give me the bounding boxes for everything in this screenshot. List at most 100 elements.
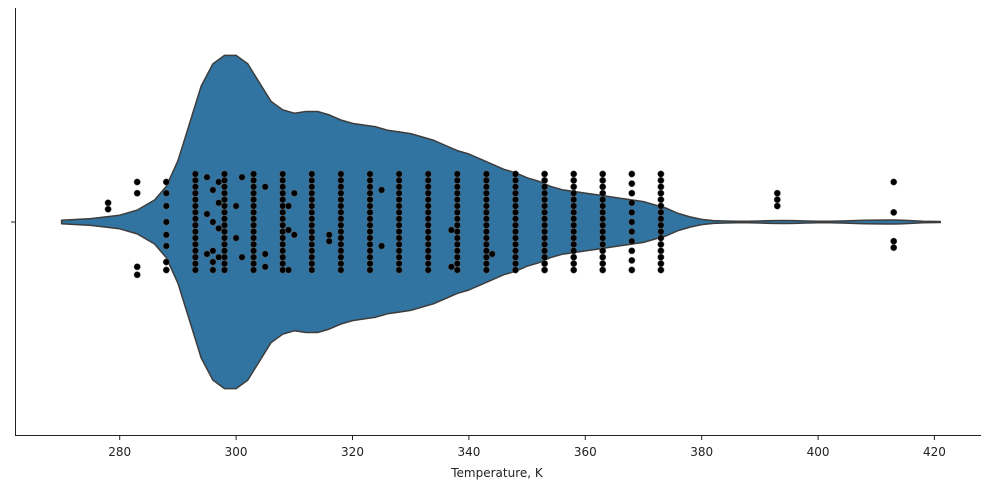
data-point (657, 189, 665, 197)
data-point (308, 221, 316, 229)
data-point (250, 176, 258, 184)
data-point (366, 202, 374, 210)
data-point (308, 253, 316, 261)
data-point (482, 183, 490, 191)
data-point (482, 170, 490, 178)
data-point (250, 266, 258, 274)
data-point (570, 189, 578, 197)
data-point (221, 240, 228, 248)
data-point (261, 250, 269, 258)
x-axis-label: Temperature, K (450, 466, 544, 480)
data-point (424, 215, 432, 223)
data-points (104, 170, 898, 279)
data-point (279, 247, 287, 255)
data-point (599, 221, 607, 229)
data-point (541, 247, 549, 255)
data-point (512, 176, 519, 184)
data-point (482, 202, 490, 210)
data-point (308, 189, 316, 197)
data-point (191, 260, 199, 268)
data-point (308, 183, 316, 191)
data-point (215, 199, 223, 207)
data-point (366, 247, 374, 255)
data-point (337, 234, 345, 242)
data-point (512, 189, 519, 197)
data-point (162, 178, 170, 186)
data-point (104, 199, 112, 207)
data-point (191, 240, 199, 248)
data-point (657, 234, 665, 242)
data-point (366, 253, 374, 261)
data-point (453, 240, 461, 248)
data-point (482, 240, 490, 248)
data-point (599, 253, 607, 261)
data-point (657, 202, 665, 210)
data-point (162, 258, 170, 266)
data-point (191, 228, 199, 236)
data-point (191, 196, 199, 204)
data-point (395, 247, 403, 255)
data-point (599, 196, 607, 204)
data-point (512, 196, 519, 204)
data-point (162, 189, 170, 197)
data-point (395, 170, 403, 178)
data-point (570, 240, 578, 248)
data-point (337, 221, 345, 229)
data-point (308, 215, 316, 223)
data-point (203, 250, 211, 258)
data-point (570, 215, 578, 223)
data-point (366, 189, 374, 197)
data-point (221, 202, 228, 210)
data-point (570, 196, 578, 204)
data-point (453, 170, 461, 178)
data-point (337, 215, 345, 223)
data-point (599, 266, 607, 274)
data-point (512, 253, 519, 261)
data-point (395, 221, 403, 229)
data-point (541, 234, 549, 242)
data-point (221, 260, 228, 268)
data-point (512, 208, 519, 216)
data-point (657, 240, 665, 248)
data-point (221, 221, 228, 229)
data-point (279, 176, 287, 184)
data-point (279, 208, 287, 216)
data-point (424, 240, 432, 248)
data-point (191, 170, 199, 178)
data-point (628, 256, 636, 264)
data-point (133, 178, 141, 186)
data-point (279, 196, 287, 204)
data-point (541, 170, 549, 178)
data-point (366, 228, 374, 236)
data-point (250, 247, 258, 255)
data-point (424, 234, 432, 242)
x-tick-label: 280 (108, 445, 131, 459)
data-point (570, 228, 578, 236)
data-point (250, 228, 258, 236)
data-point (337, 202, 345, 210)
data-point (541, 176, 549, 184)
data-point (482, 176, 490, 184)
data-point (453, 215, 461, 223)
data-point (290, 231, 298, 239)
data-point (279, 202, 287, 210)
data-point (453, 176, 461, 184)
data-point (279, 228, 287, 236)
data-point (599, 260, 607, 268)
data-point (215, 178, 223, 186)
data-point (453, 202, 461, 210)
data-point (250, 170, 258, 178)
data-point (773, 189, 781, 197)
data-point (657, 176, 665, 184)
data-point (657, 247, 665, 255)
data-point (512, 183, 519, 191)
data-point (221, 234, 228, 242)
data-point (366, 196, 374, 204)
data-point (453, 253, 461, 261)
data-point (424, 196, 432, 204)
data-point (657, 170, 665, 178)
data-point (366, 260, 374, 268)
data-point (366, 176, 374, 184)
data-point (366, 215, 374, 223)
data-point (657, 196, 665, 204)
